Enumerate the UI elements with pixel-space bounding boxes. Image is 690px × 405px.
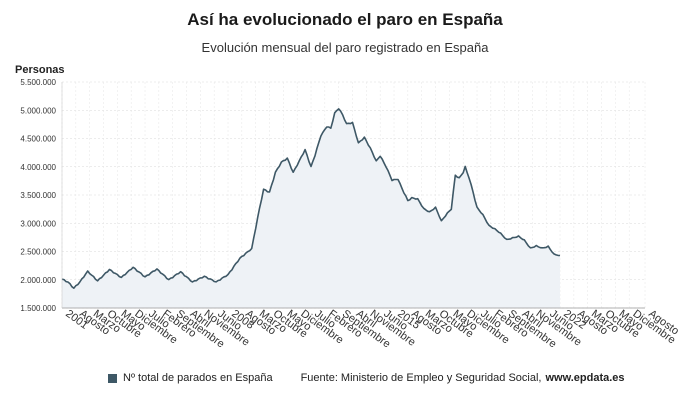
y-tick-label: 4.500.000 — [20, 135, 56, 144]
legend-swatch — [108, 373, 117, 383]
chart-title: Así ha evolucionado el paro en España — [187, 10, 503, 29]
x-tick-labels: 2001AgostoMarzoOctubreMayoDiciembreJulio… — [63, 308, 681, 351]
y-tick-label: 5.000.000 — [20, 106, 56, 115]
series-area — [61, 108, 561, 309]
y-tick-label: 1.500.000 — [20, 304, 56, 313]
source-site: www.epdata.es — [545, 372, 625, 384]
y-tick-label: 5.500.000 — [20, 78, 56, 87]
series-area-fill — [62, 108, 560, 309]
series-line — [61, 108, 561, 289]
legend-series-name: Nº total de parados en España — [123, 372, 273, 384]
legend: Nº total de parados en España Fuente: Mi… — [108, 372, 625, 384]
y-tick-label: 3.000.000 — [20, 219, 56, 228]
source-text: Fuente: Ministerio de Empleo y Seguridad… — [300, 372, 542, 384]
y-axis-label: Personas — [15, 64, 65, 76]
chart-subtitle: Evolución mensual del paro registrado en… — [201, 40, 489, 55]
y-tick-labels: 1.500.000 2.000.000 2.500.000 3.000.000 3.50… — [20, 78, 56, 313]
axes — [61, 82, 645, 309]
y-tick-label: 3.500.000 — [20, 191, 56, 200]
y-tick-label: 2.500.000 — [20, 248, 56, 257]
y-tick-label: 2.000.000 — [20, 276, 56, 285]
y-tick-label: 4.000.000 — [20, 163, 56, 172]
